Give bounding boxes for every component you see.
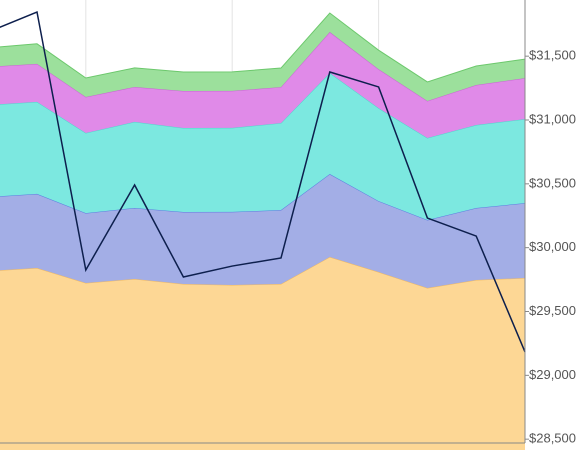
area bbox=[0, 174, 525, 289]
line bbox=[0, 10, 526, 353]
y-tick-label: $30,000 bbox=[529, 239, 576, 254]
y-tick-label: $29,500 bbox=[529, 303, 576, 318]
area bbox=[0, 32, 525, 139]
area bbox=[0, 73, 525, 220]
y-tick-label: $31,500 bbox=[529, 48, 576, 63]
area-edge bbox=[0, 12, 526, 83]
y-tick-label: $31,000 bbox=[529, 111, 576, 126]
y-tick-label: $28,500 bbox=[529, 431, 576, 446]
y-tick-label: $29,000 bbox=[529, 367, 576, 382]
y-tick-label: $30,500 bbox=[529, 175, 576, 190]
area bbox=[0, 256, 525, 450]
area bbox=[0, 13, 525, 101]
